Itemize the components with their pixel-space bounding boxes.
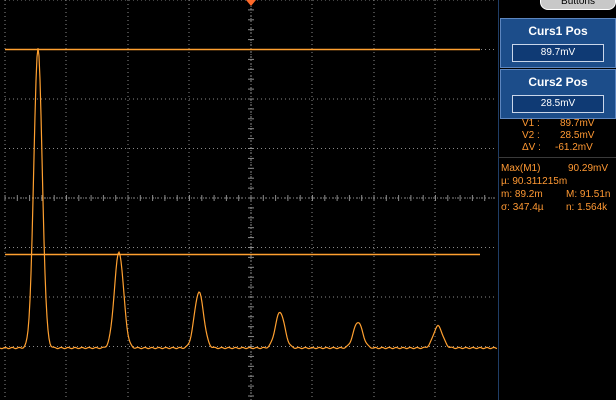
measurement-max: M: 91.51n <box>566 189 610 201</box>
measurement-name: Max(M1) <box>501 163 540 175</box>
measurement-mean: µ: 90.311215m <box>501 176 567 188</box>
curs2-pos-panel[interactable]: Curs2 Pos 28.5mV <box>500 69 616 119</box>
oscilloscope-display <box>0 0 497 400</box>
v1-value: 89.7mV <box>560 118 594 130</box>
curs1-pos-value[interactable]: 89.7mV <box>512 44 604 62</box>
measurement-value: 90.29mV <box>568 163 608 175</box>
curs1-pos-title: Curs1 Pos <box>501 24 615 38</box>
delta-v-label: ΔV : <box>522 142 541 154</box>
v2-label: V2 : <box>522 130 540 142</box>
measurement-sigma: σ: 347.4µ <box>501 202 544 214</box>
curs2-pos-title: Curs2 Pos <box>501 75 615 89</box>
v1-label: V1 : <box>522 118 540 130</box>
measurement-count: n: 1.564k <box>566 202 607 214</box>
curs2-pos-value[interactable]: 28.5mV <box>512 95 604 113</box>
delta-v-value: -61.2mV <box>555 142 593 154</box>
buttons-menu-button[interactable]: Buttons <box>540 0 616 10</box>
curs1-pos-panel[interactable]: Curs1 Pos 89.7mV <box>500 18 616 68</box>
v2-value: 28.5mV <box>560 130 594 142</box>
measurement-separator <box>498 157 616 158</box>
graticule <box>5 0 497 400</box>
measurement-min: m: 89.2m <box>501 189 543 201</box>
trigger-position-marker <box>246 0 256 6</box>
